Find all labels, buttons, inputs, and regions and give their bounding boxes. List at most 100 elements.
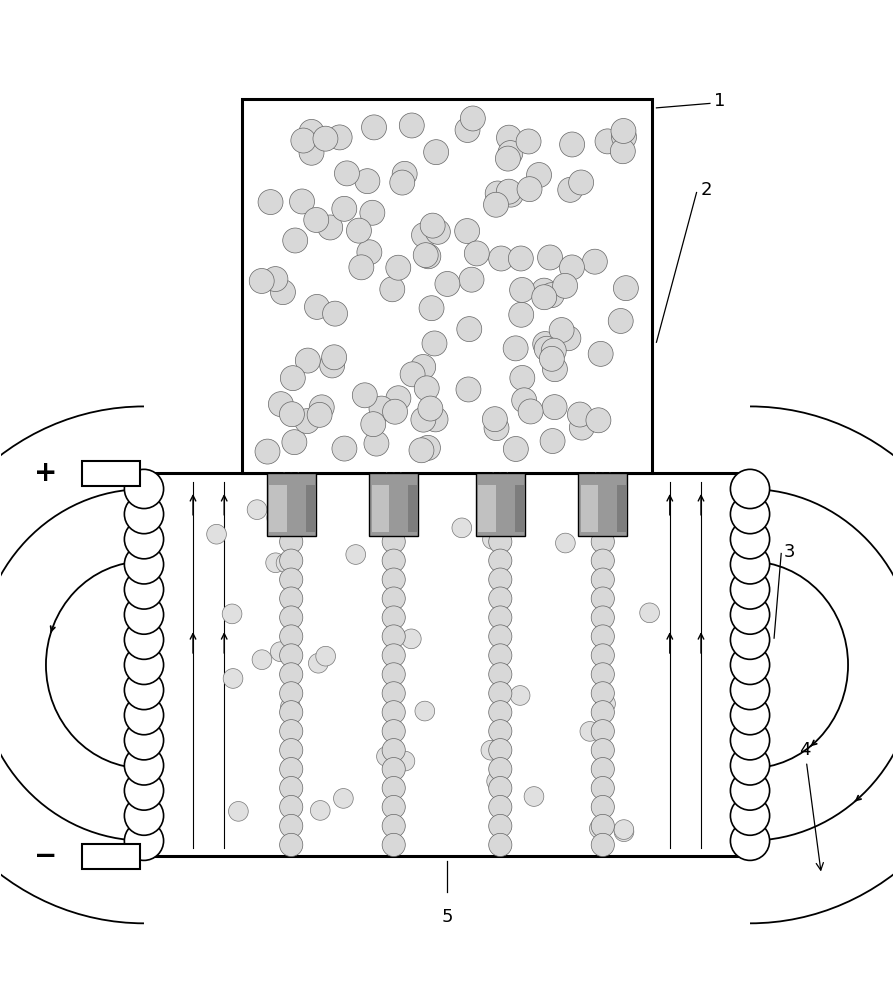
Circle shape <box>382 512 405 536</box>
Circle shape <box>489 814 512 838</box>
Circle shape <box>271 280 295 305</box>
Circle shape <box>613 276 638 301</box>
Circle shape <box>730 595 770 634</box>
Circle shape <box>730 520 770 559</box>
Circle shape <box>283 228 308 253</box>
Circle shape <box>608 308 633 333</box>
Circle shape <box>280 644 303 667</box>
Circle shape <box>255 439 280 464</box>
Circle shape <box>382 682 405 705</box>
Text: 4: 4 <box>799 741 823 870</box>
Circle shape <box>316 646 335 666</box>
Circle shape <box>549 318 574 343</box>
Circle shape <box>434 271 460 296</box>
Circle shape <box>411 407 436 432</box>
Text: 1: 1 <box>714 92 726 110</box>
Circle shape <box>224 669 243 688</box>
Circle shape <box>124 620 164 659</box>
Circle shape <box>489 246 513 271</box>
Bar <box>81 461 139 486</box>
Circle shape <box>382 739 405 762</box>
Circle shape <box>223 604 242 624</box>
Circle shape <box>730 771 770 810</box>
Circle shape <box>299 140 324 165</box>
Circle shape <box>496 125 521 150</box>
Circle shape <box>382 833 405 856</box>
Circle shape <box>591 473 614 496</box>
Circle shape <box>382 473 405 496</box>
Circle shape <box>124 520 164 559</box>
Circle shape <box>591 587 614 610</box>
Bar <box>618 485 627 532</box>
Circle shape <box>459 267 484 292</box>
Circle shape <box>410 354 435 379</box>
Circle shape <box>124 494 164 534</box>
Circle shape <box>730 821 770 860</box>
Circle shape <box>382 701 405 724</box>
Bar <box>266 473 316 536</box>
Circle shape <box>280 511 303 534</box>
Circle shape <box>386 386 411 411</box>
Circle shape <box>640 603 660 623</box>
Circle shape <box>489 720 512 743</box>
Circle shape <box>258 190 283 215</box>
Bar <box>81 844 139 869</box>
Circle shape <box>361 412 385 437</box>
Circle shape <box>460 106 485 131</box>
Circle shape <box>484 416 509 441</box>
Circle shape <box>452 518 472 538</box>
Bar <box>478 485 495 532</box>
Circle shape <box>346 545 366 564</box>
Circle shape <box>560 255 585 280</box>
Circle shape <box>334 161 359 186</box>
Circle shape <box>457 317 482 342</box>
Circle shape <box>280 682 303 705</box>
Circle shape <box>591 720 614 743</box>
Circle shape <box>484 192 509 217</box>
Circle shape <box>247 500 267 519</box>
Text: 2: 2 <box>701 181 713 199</box>
Circle shape <box>280 587 303 610</box>
Circle shape <box>595 129 620 154</box>
Circle shape <box>591 833 614 856</box>
Circle shape <box>423 407 448 432</box>
Circle shape <box>280 606 303 629</box>
Circle shape <box>489 511 512 534</box>
Circle shape <box>489 505 512 528</box>
Circle shape <box>486 771 507 791</box>
Circle shape <box>382 497 405 520</box>
Circle shape <box>320 353 344 378</box>
Circle shape <box>537 245 562 270</box>
Circle shape <box>280 814 303 838</box>
Circle shape <box>124 696 164 735</box>
Circle shape <box>730 469 770 509</box>
Circle shape <box>543 357 568 382</box>
Circle shape <box>124 746 164 785</box>
Circle shape <box>516 129 541 154</box>
Circle shape <box>730 545 770 584</box>
Circle shape <box>489 701 512 724</box>
Circle shape <box>730 796 770 835</box>
Bar <box>269 485 287 532</box>
Circle shape <box>591 505 614 528</box>
Circle shape <box>291 128 316 153</box>
Circle shape <box>415 701 434 721</box>
Circle shape <box>539 283 564 308</box>
Circle shape <box>360 200 384 225</box>
Bar <box>306 485 315 532</box>
Circle shape <box>489 587 512 610</box>
Circle shape <box>124 821 164 860</box>
Circle shape <box>280 776 303 800</box>
Circle shape <box>489 530 512 553</box>
Circle shape <box>489 473 512 496</box>
Circle shape <box>569 415 595 440</box>
Circle shape <box>485 181 510 206</box>
Circle shape <box>290 189 315 214</box>
Bar <box>578 473 628 536</box>
Circle shape <box>382 720 405 743</box>
Circle shape <box>280 402 304 427</box>
Circle shape <box>416 244 441 269</box>
Circle shape <box>280 758 303 781</box>
Circle shape <box>591 739 614 762</box>
Circle shape <box>532 285 557 310</box>
